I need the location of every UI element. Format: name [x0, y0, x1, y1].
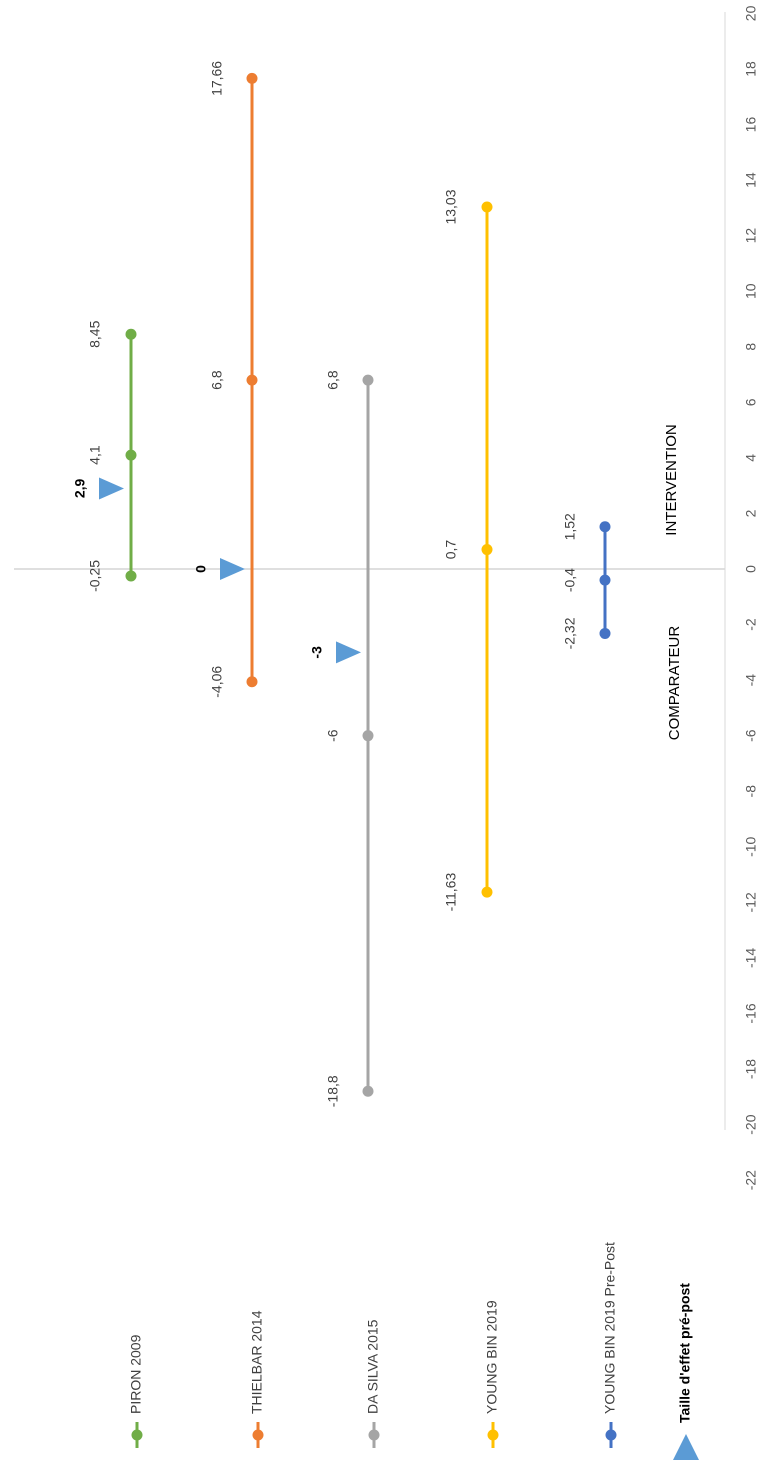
data-label: -4,06	[209, 666, 225, 698]
axis-tick-label-2: 2	[743, 509, 759, 517]
axis-tick-label-10: 10	[743, 283, 759, 299]
axis-tick-label-8: -8	[743, 785, 759, 798]
axis-tick-label-22: -22	[743, 1170, 759, 1190]
legend-swatch-point	[605, 1429, 617, 1441]
axis-tick-label-6: 6	[743, 398, 759, 406]
series-point	[362, 1085, 374, 1097]
legend-triangle-icon	[673, 1434, 699, 1460]
axis-tick-label-6: -6	[743, 729, 759, 742]
axis-tick-label-12: 12	[743, 228, 759, 244]
legend-label: PIRON 2009	[128, 1334, 144, 1414]
series-point	[599, 521, 611, 533]
series-layer: -0,25 4,1 8,45 -4,06 6,8 17,66 -18,8 -6 6,8 -11,6…	[87, 61, 611, 1107]
data-label: 0,7	[443, 540, 459, 560]
series-point	[481, 201, 493, 213]
legend-label: YOUNG BIN 2019 Pre-Post	[602, 1242, 618, 1414]
axis-tick-label-10: -10	[743, 836, 759, 856]
series-point	[599, 627, 611, 639]
data-label: -2,32	[562, 617, 578, 649]
legend-swatch-point	[487, 1429, 499, 1441]
legend-item-effect-size: Taille d'effet pré-post	[673, 1283, 699, 1460]
series-point	[481, 886, 493, 898]
effect-size-label: -3	[309, 646, 325, 659]
legend-label: Taille d'effet pré-post	[677, 1283, 693, 1423]
data-label: 8,45	[87, 320, 103, 347]
legend-item-young-bin-2019: YOUNG BIN 2019	[484, 1300, 500, 1448]
axis-tick-label-12: -12	[743, 892, 759, 912]
axis-tick-label-20: 20	[743, 5, 759, 21]
legend-swatch-point	[131, 1429, 143, 1441]
axis-tick-label-14: -14	[743, 948, 759, 968]
axis-tick-label-8: 8	[743, 343, 759, 351]
axis-tick-label-2: -2	[743, 618, 759, 631]
legend-label: DA SILVA 2015	[365, 1319, 381, 1414]
series-point	[599, 574, 611, 586]
legend-item-da-silva-2015: DA SILVA 2015	[365, 1319, 381, 1448]
legend-label: THIELBAR 2014	[249, 1310, 265, 1414]
series-young-bin-2019-pre-post: -2,32 -0,4 1,52	[562, 513, 611, 649]
data-label: -0,25	[87, 560, 103, 592]
intervention-label: INTERVENTION	[663, 424, 680, 535]
legend-item-thielbar-2014: THIELBAR 2014	[249, 1310, 265, 1448]
series-point	[125, 449, 137, 461]
legend-swatch-point	[252, 1429, 264, 1441]
effect-size-marker	[99, 477, 124, 500]
axis-tick-label-16: 16	[743, 117, 759, 133]
axis-tick-label-16: -16	[743, 1003, 759, 1023]
data-label: -0,4	[562, 568, 578, 592]
data-label: 17,66	[209, 61, 225, 96]
series-point	[246, 374, 258, 386]
effect-size-label: 0	[193, 565, 209, 573]
axis-tick-label-4: 4	[743, 454, 759, 462]
data-label: -11,63	[443, 873, 459, 912]
series-piron-2009: -0,25 4,1 8,45	[87, 320, 137, 592]
data-label: 4,1	[87, 445, 103, 465]
series-point	[246, 72, 258, 84]
data-label: -6	[325, 729, 341, 742]
series-da-silva-2015: -18,8 -6 6,8	[325, 370, 374, 1107]
series-point	[481, 544, 493, 556]
legend: PIRON 2009 THIELBAR 2014 DA SILVA 2015 YOUN…	[128, 1242, 699, 1460]
axis-tick-label-0: 0	[743, 565, 759, 573]
comparateur-label: COMPARATEUR	[666, 626, 683, 741]
legend-item-piron-2009: PIRON 2009	[128, 1334, 144, 1448]
zone-labels: INTERVENTION COMPARATEUR	[663, 424, 683, 740]
legend-label: YOUNG BIN 2019	[484, 1300, 500, 1414]
axis-tick-label-18: 18	[743, 61, 759, 77]
effect-size-marker	[336, 641, 361, 664]
series-point	[125, 570, 137, 582]
axis-tick-label-4: -4	[743, 674, 759, 687]
data-label: 1,52	[562, 513, 578, 540]
effect-size-layer: 2,9 0 -3	[72, 477, 361, 664]
series-young-bin-2019: -11,63 0,7 13,03	[443, 189, 493, 911]
series-thielbar-2014: -4,06 6,8 17,66	[209, 61, 258, 698]
legend-item-young-bin-2019-pre-post: YOUNG BIN 2019 Pre-Post	[602, 1242, 618, 1448]
series-point	[362, 374, 374, 386]
series-point	[362, 730, 374, 742]
axis-tick-label-18: -18	[743, 1059, 759, 1079]
data-label: 6,8	[209, 370, 225, 390]
axis-tick-label-14: 14	[743, 172, 759, 188]
data-label: 13,03	[443, 189, 459, 224]
effect-size-label: 2,9	[72, 478, 88, 498]
data-label: 6,8	[325, 370, 341, 390]
series-point	[246, 676, 258, 688]
axis-tick-label-20: -20	[743, 1114, 759, 1134]
value-axis-ticks: -22-20-18-16-14-12-10-8-6-4-202468101214…	[743, 5, 759, 1190]
effect-size-marker	[220, 558, 245, 580]
data-label: -18,8	[325, 1075, 341, 1107]
legend-swatch-point	[368, 1429, 380, 1441]
series-point	[125, 328, 137, 340]
